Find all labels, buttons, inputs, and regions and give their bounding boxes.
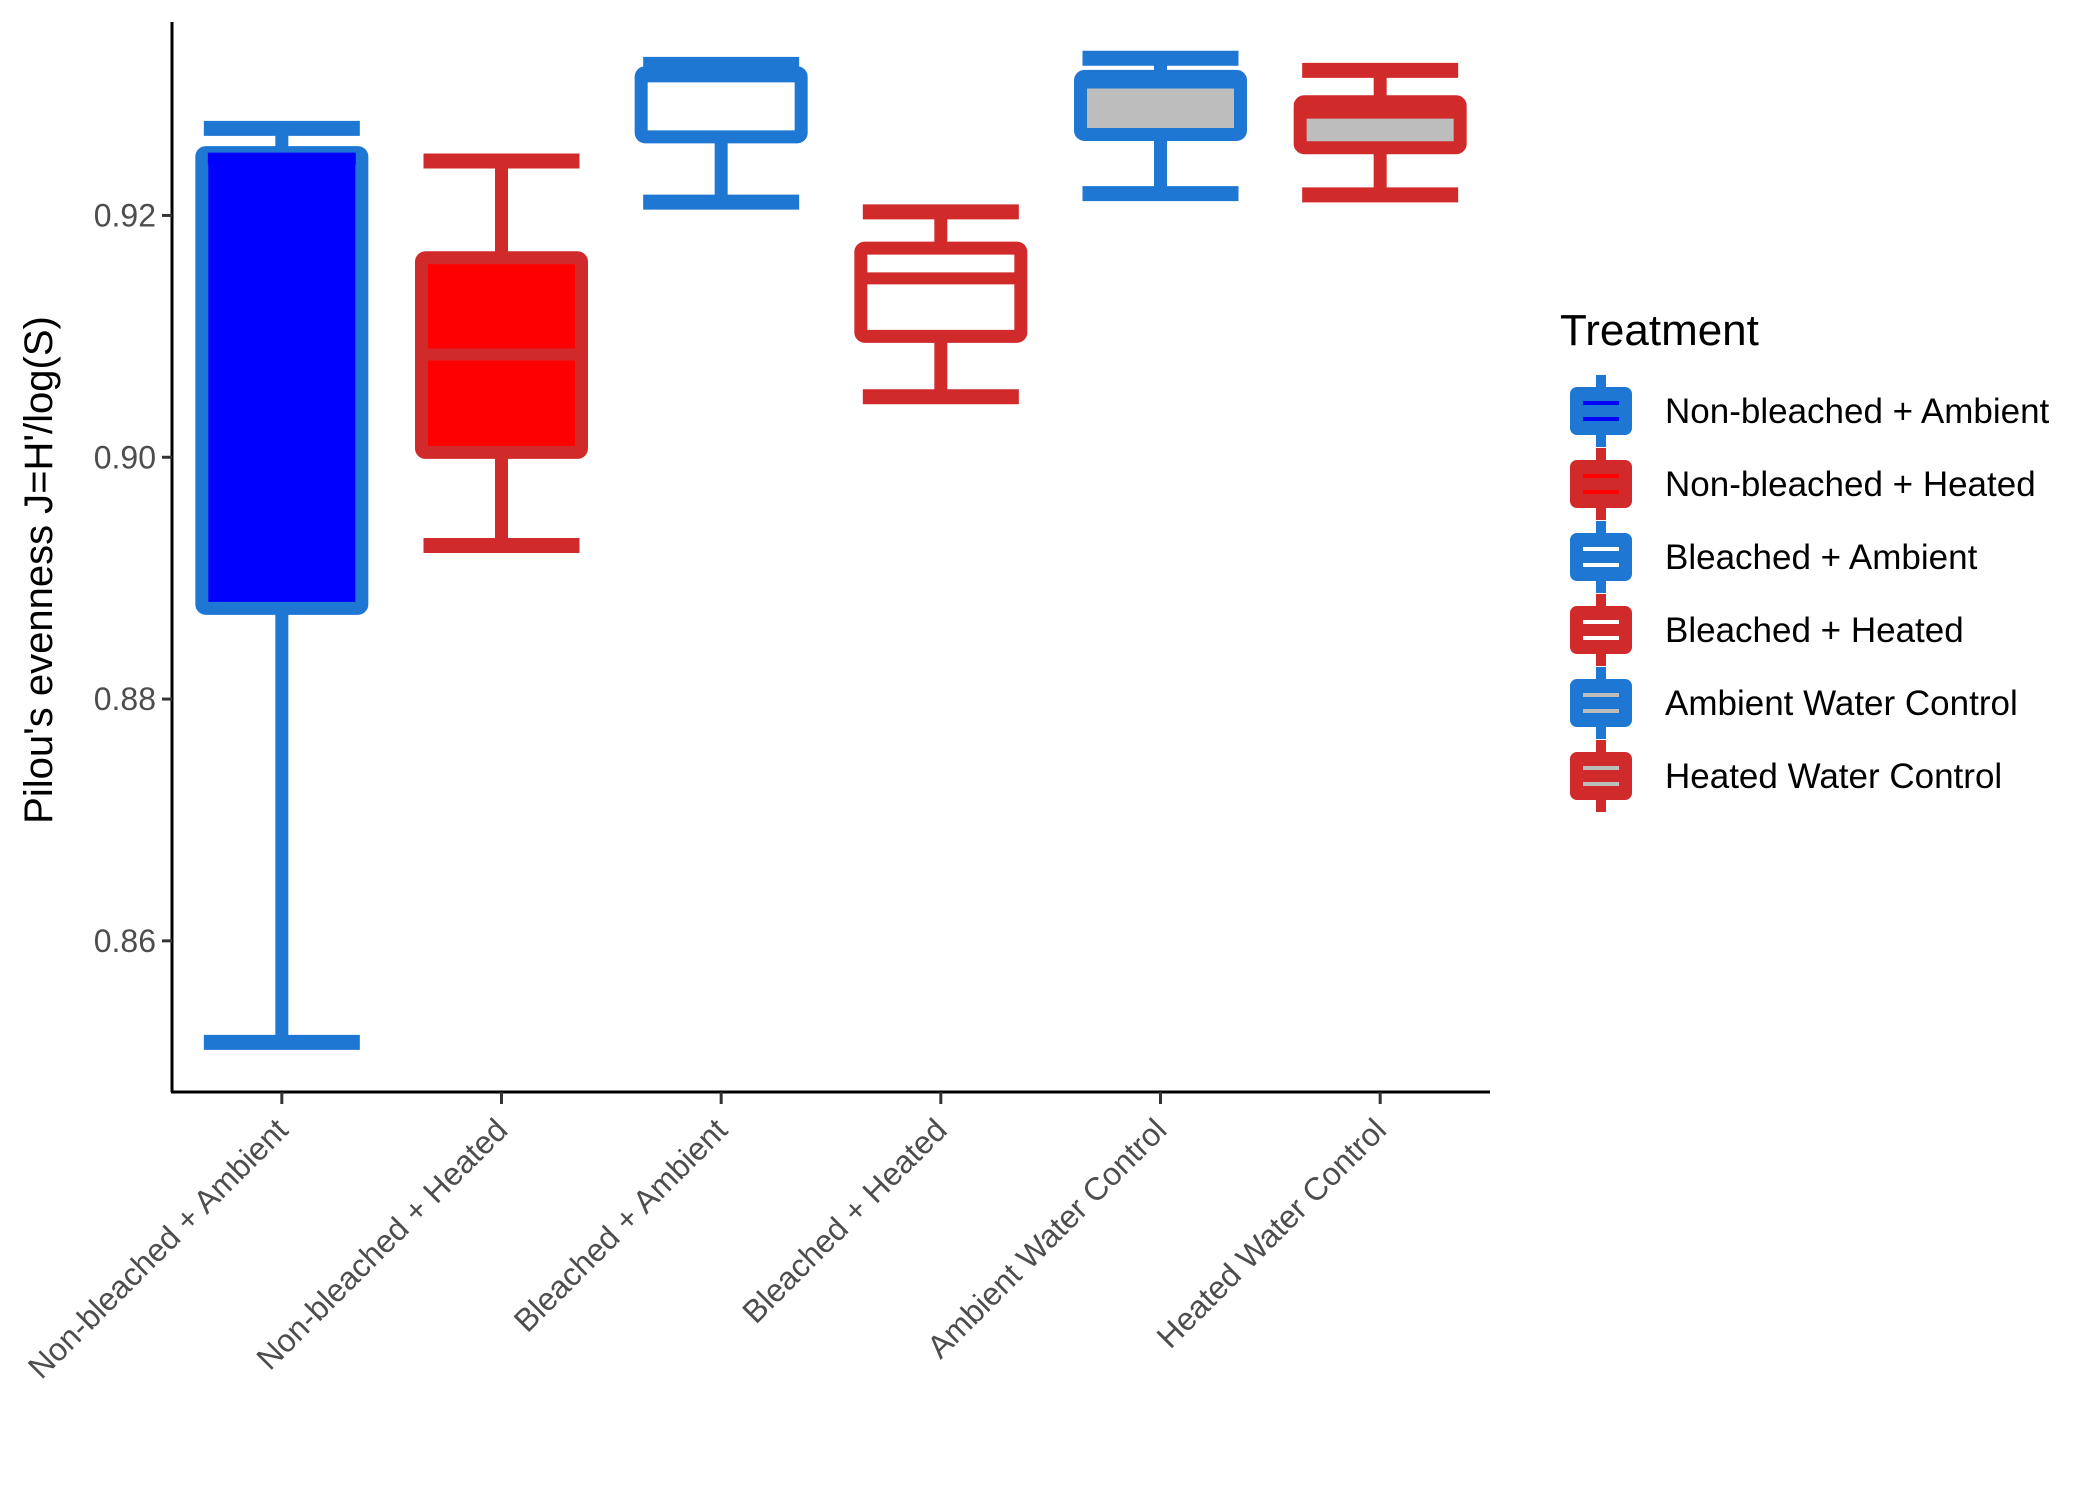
legend-key-box	[1570, 460, 1632, 508]
y-tick-label: 0.88	[94, 681, 156, 717]
legend-title: Treatment	[1560, 306, 1759, 355]
legend-item: Heated Water Control	[1570, 740, 2002, 812]
legend-label: Bleached + Heated	[1665, 611, 1964, 650]
box-body	[1074, 69, 1247, 141]
legend-label: Non-bleached + Heated	[1665, 465, 2036, 504]
y-axis-ticks: 0.86 0.88 0.90 0.92	[94, 197, 172, 959]
box-0	[195, 120, 369, 1050]
box-body	[195, 146, 369, 615]
x-tick-label: Non-bleached + Ambient	[21, 1111, 295, 1385]
legend-label: Ambient Water Control	[1665, 684, 2018, 723]
y-tick-label: 0.86	[94, 923, 156, 959]
legend-item: Bleached + Heated	[1570, 594, 1964, 666]
legend-item: Ambient Water Control	[1570, 667, 2018, 739]
box-body	[854, 241, 1028, 343]
x-tick-label: Heated Water Control	[1150, 1111, 1393, 1354]
legend-label: Heated Water Control	[1665, 757, 2002, 796]
y-axis-title: Pilou's evenness J=H'/log(S)	[17, 316, 61, 824]
box-5	[1293, 62, 1467, 203]
box-2	[634, 56, 808, 210]
legend-key-box	[1570, 533, 1632, 581]
box-3	[854, 204, 1028, 405]
y-tick-label: 0.90	[94, 439, 156, 475]
legend: Treatment Non-bleached + Ambient Non-blea…	[1560, 306, 2050, 812]
legend-label: Non-bleached + Ambient	[1665, 392, 2050, 431]
box-4	[1074, 50, 1247, 202]
box-layer	[195, 50, 1467, 1050]
legend-key-box	[1570, 387, 1632, 435]
x-tick-label: Bleached + Ambient	[507, 1111, 734, 1338]
legend-key-box	[1570, 606, 1632, 654]
legend-item: Non-bleached + Heated	[1570, 448, 2036, 520]
y-tick-label: 0.92	[94, 197, 156, 233]
legend-item: Bleached + Ambient	[1570, 521, 1978, 593]
x-tick-label: Ambient Water Control	[920, 1111, 1173, 1364]
x-tick-label: Bleached + Heated	[735, 1111, 954, 1330]
legend-item: Non-bleached + Ambient	[1570, 375, 2050, 447]
x-tick-label: Non-bleached + Heated	[249, 1111, 514, 1376]
legend-label: Bleached + Ambient	[1665, 538, 1978, 577]
legend-key-box	[1570, 679, 1632, 727]
legend-key-box	[1570, 752, 1632, 800]
box-1	[415, 153, 588, 554]
